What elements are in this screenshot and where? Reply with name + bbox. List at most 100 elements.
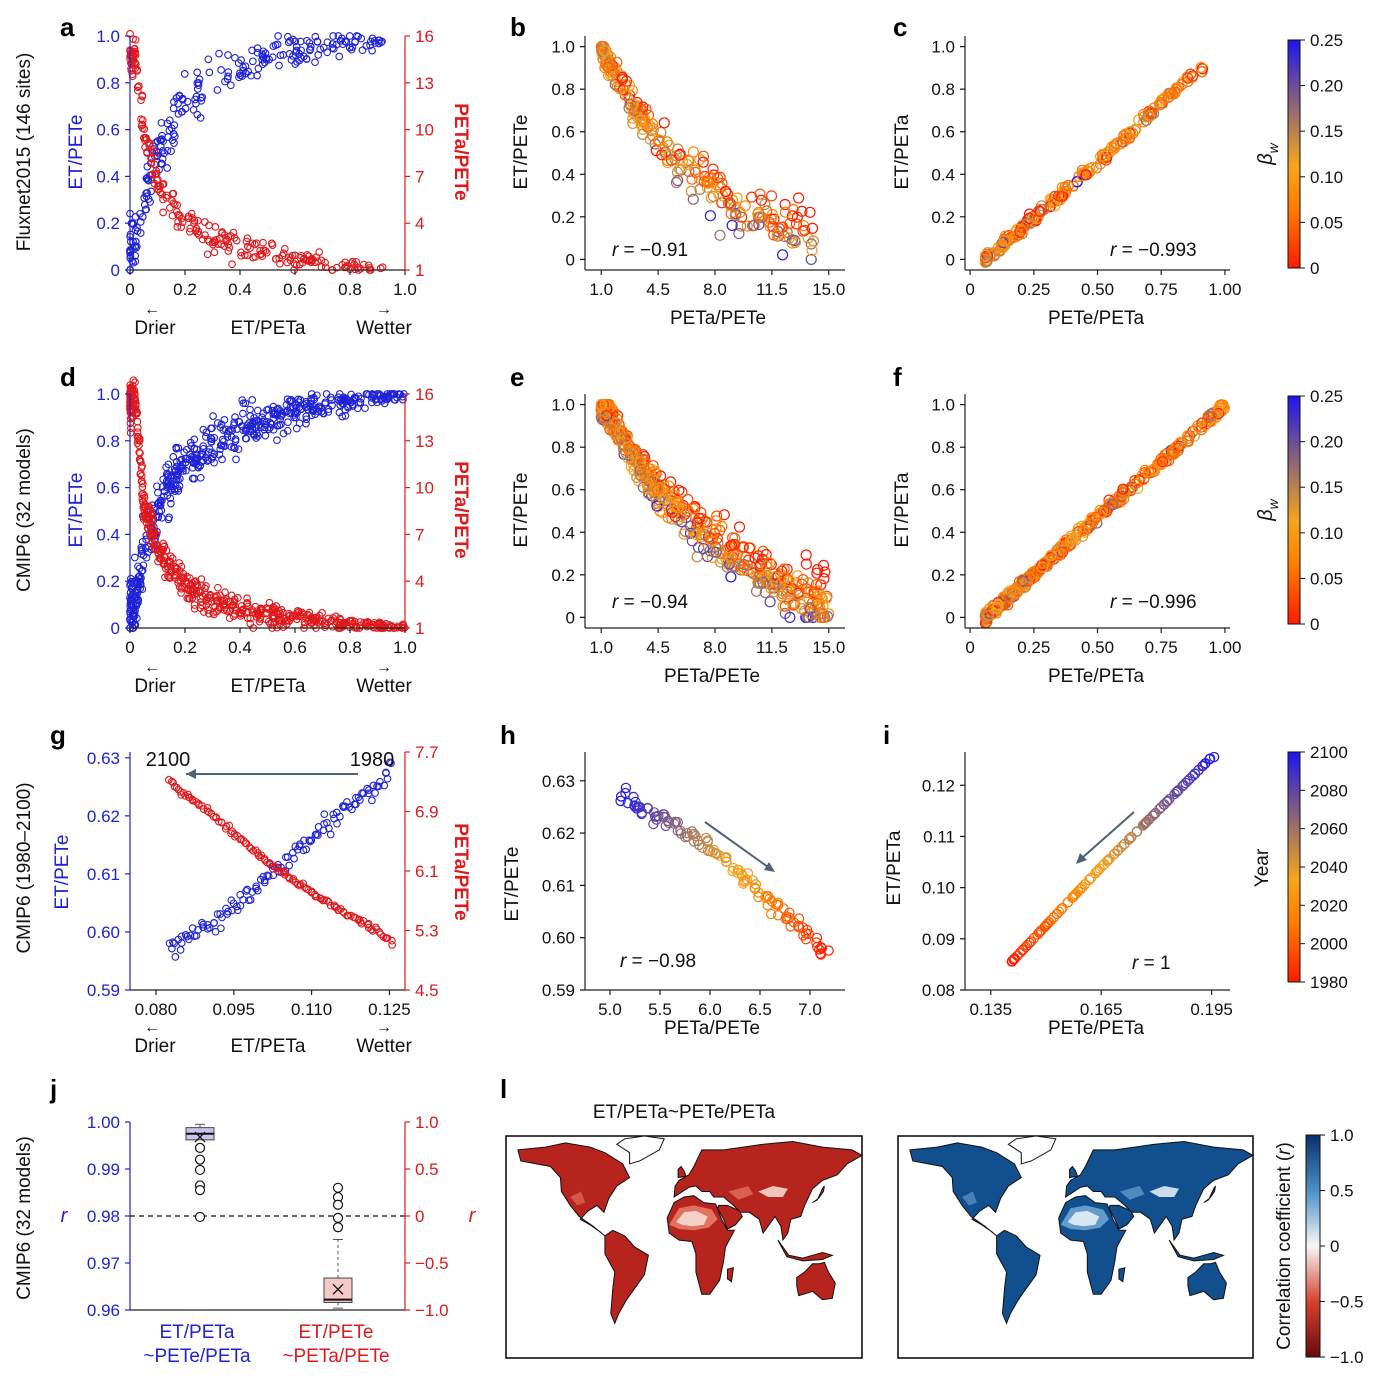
data-point-red <box>388 936 396 945</box>
data-point-red <box>348 257 357 266</box>
data-point-red <box>175 583 184 591</box>
panel-b: b 1.0 4.5 8.0 11.5 15.0 0 0.2 0.4 0.6 0.8 1.0 ET/P… <box>510 12 845 329</box>
data-point-red <box>148 533 156 541</box>
data-point-blue <box>334 393 343 402</box>
data-point <box>1024 937 1035 949</box>
data-point-red <box>173 564 182 573</box>
x-tick-label: 0.25 <box>1017 280 1050 299</box>
data-point <box>620 787 631 799</box>
data-point-red <box>148 170 157 179</box>
data-point <box>673 149 686 161</box>
ylabel-left-d: ET/PETe <box>66 473 87 548</box>
data-point-blue <box>356 398 365 407</box>
data-point-red <box>367 925 376 934</box>
data-point <box>690 528 702 541</box>
category-1-line1-j: ET/PETa <box>160 1322 235 1343</box>
data-point <box>724 197 736 209</box>
data-point <box>1055 191 1067 203</box>
data-point <box>622 797 634 809</box>
ylabel-e: ET/PETe <box>511 473 532 548</box>
y-tick-label-right: 7.7 <box>415 743 439 762</box>
data-point-blue <box>158 155 167 163</box>
data-point-blue <box>374 782 383 791</box>
data-point-red <box>137 96 145 105</box>
data-point-red <box>210 610 218 619</box>
data-point-red <box>251 240 259 249</box>
data-point <box>1182 435 1194 447</box>
data-point <box>800 558 813 570</box>
data-point-blue <box>391 396 399 404</box>
data-point <box>656 149 668 161</box>
box-outlier <box>332 1199 344 1210</box>
data-point-red <box>128 412 137 420</box>
data-point-blue <box>317 404 326 412</box>
data-point-red <box>279 867 288 876</box>
data-point <box>625 101 638 113</box>
data-point <box>1104 853 1115 864</box>
data-point-blue <box>246 405 254 414</box>
data-point <box>800 583 813 595</box>
data-point-blue <box>165 513 173 522</box>
drier-arrow-g: ← <box>144 1019 160 1036</box>
data-point-red <box>185 227 194 236</box>
continent-south-america <box>996 1229 1041 1325</box>
data-point-red <box>321 258 329 267</box>
x-tick-label: 0.50 <box>1081 280 1114 299</box>
data-point-red <box>197 575 206 583</box>
data-point-blue <box>136 218 145 226</box>
data-point <box>1039 921 1050 933</box>
data-point-blue <box>362 390 371 398</box>
data-point <box>779 206 792 218</box>
data-point-blue <box>336 812 344 821</box>
data-point-red <box>283 258 292 267</box>
data-point-red <box>275 254 284 263</box>
data-point <box>1125 832 1137 843</box>
category-2-line1-j: ET/PETe <box>299 1322 374 1343</box>
data-point-blue <box>351 800 360 809</box>
data-point-red <box>220 596 229 605</box>
data-point-blue <box>215 49 223 58</box>
data-point-blue <box>313 391 321 400</box>
panel-f: f 0 0.25 0.50 0.75 1.00 0 0.2 0.4 0.6 0.8 1.0 ET/P… <box>892 362 1241 687</box>
y-tick-label-left: 0.63 <box>87 749 120 768</box>
data-point-blue <box>329 44 338 53</box>
data-point-blue <box>128 257 136 265</box>
data-point-blue <box>157 513 166 522</box>
y-tick-label-left: 1.00 <box>87 1113 120 1132</box>
r-annotation-c: r = −0.993 <box>1110 240 1197 261</box>
data-point-red <box>159 195 167 204</box>
data-point <box>752 576 765 588</box>
data-point <box>1051 908 1063 920</box>
data-point-blue <box>136 229 145 237</box>
colorbar-tick-label: 2080 <box>1310 781 1348 800</box>
x-tick-label: 0.8 <box>338 638 362 657</box>
y-tick-label-right: 5.3 <box>415 922 439 941</box>
colorbar-ramp <box>1287 751 1301 983</box>
data-point-blue <box>341 411 350 420</box>
data-point-red <box>243 234 252 243</box>
data-point-red <box>133 86 142 95</box>
data-point <box>1090 868 1101 879</box>
data-point-red <box>308 256 317 264</box>
data-point <box>766 908 777 920</box>
data-point <box>743 542 755 554</box>
data-point-red <box>202 582 210 590</box>
data-point <box>619 89 631 101</box>
data-point-blue <box>193 450 201 459</box>
data-point-blue <box>362 42 371 50</box>
data-point <box>806 222 819 234</box>
data-point-blue <box>373 398 381 407</box>
data-point-red <box>126 383 135 392</box>
data-point <box>729 539 741 551</box>
data-point <box>1174 436 1187 448</box>
data-point-blue <box>264 405 273 414</box>
data-point <box>663 149 675 161</box>
data-point <box>817 600 829 612</box>
plot-area-a: 0 0.2 0.4 0.6 0.8 1.000.20.40.60.81.014710131… <box>96 27 434 299</box>
x-tick-label: 4.5 <box>646 638 670 657</box>
data-point-blue <box>345 43 354 52</box>
y-tick-label-left: 0.6 <box>96 121 120 140</box>
data-point-blue <box>323 38 332 47</box>
data-point-blue <box>273 411 282 420</box>
y-tick-label-left: 0.8 <box>551 438 575 457</box>
